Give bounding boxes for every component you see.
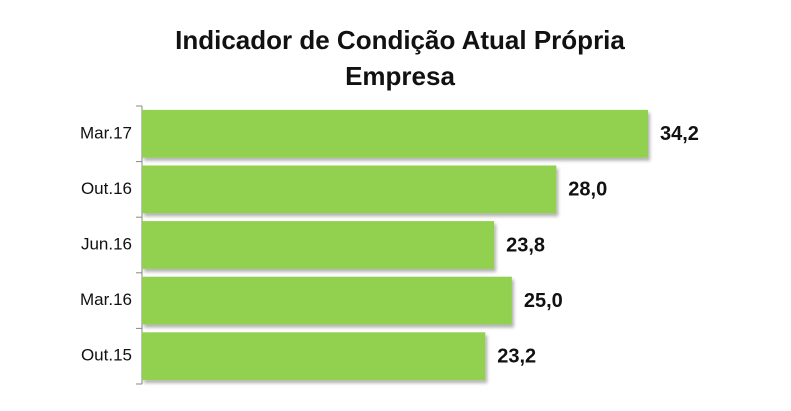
y-tick-label: Out.15 <box>81 346 132 365</box>
y-tick-label: Jun.16 <box>81 234 132 253</box>
data-label: 28,0 <box>568 179 607 201</box>
data-label: 25,0 <box>524 290 563 312</box>
y-tick-label: Mar.17 <box>80 123 132 142</box>
data-label: 23,8 <box>506 234 545 256</box>
bar <box>142 109 648 158</box>
y-tick-label: Mar.16 <box>80 290 132 309</box>
bar <box>142 332 486 381</box>
bar <box>142 165 557 214</box>
chart-title: Indicador de Condição Atual Própria Empr… <box>175 25 625 91</box>
data-label: 34,2 <box>660 123 699 145</box>
bar <box>142 276 512 325</box>
y-tick-label: Out.16 <box>81 179 132 198</box>
bar <box>142 221 495 269</box>
data-label: 23,2 <box>497 345 536 367</box>
